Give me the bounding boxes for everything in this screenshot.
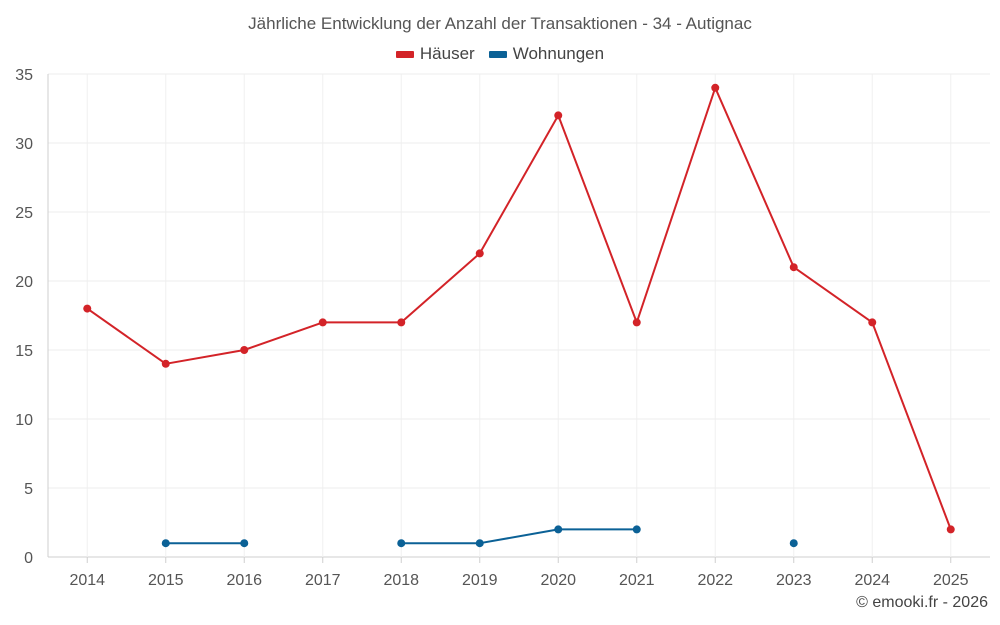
data-point-haeuser[interactable]: [946, 525, 955, 534]
data-point-wohnungen[interactable]: [161, 539, 170, 548]
data-point-wohnungen[interactable]: [397, 539, 406, 548]
data-point-wohnungen[interactable]: [789, 539, 798, 548]
legend-label-haeuser: Häuser: [419, 44, 475, 63]
data-point-haeuser[interactable]: [318, 318, 327, 327]
legend-label-wohnungen: Wohnungen: [512, 44, 605, 63]
legend-item-wohnungen[interactable]: Wohnungen: [488, 44, 605, 64]
x-tick-label: 2018: [383, 572, 419, 589]
data-point-haeuser[interactable]: [554, 111, 563, 120]
y-tick-label: 35: [15, 67, 33, 84]
x-tick-label: 2014: [69, 572, 105, 589]
y-tick-label: 20: [15, 274, 33, 291]
legend-item-haeuser[interactable]: Häuser: [395, 44, 475, 64]
x-tick-label: 2015: [148, 572, 184, 589]
x-tick-label: 2022: [697, 572, 733, 589]
y-tick-label: 30: [15, 136, 33, 153]
x-tick-label: 2023: [776, 572, 812, 589]
legend-swatch-wohnungen: [488, 50, 507, 58]
data-point-haeuser[interactable]: [711, 83, 720, 92]
data-point-haeuser[interactable]: [475, 249, 484, 258]
data-point-haeuser[interactable]: [240, 346, 249, 354]
data-point-wohnungen[interactable]: [475, 539, 484, 548]
legend-swatch-haeuser: [395, 50, 414, 58]
legend: Häuser Wohnungen: [0, 44, 1000, 64]
y-tick-label: 25: [15, 205, 33, 222]
x-tick-label: 2019: [462, 572, 498, 589]
y-tick-label: 15: [15, 343, 33, 360]
credit-text: © emooki.fr - 2026: [856, 594, 988, 611]
data-point-haeuser[interactable]: [161, 359, 170, 368]
data-point-haeuser[interactable]: [397, 318, 406, 327]
x-tick-label: 2017: [305, 572, 341, 589]
data-point-wohnungen[interactable]: [632, 525, 641, 534]
data-point-haeuser[interactable]: [632, 318, 641, 327]
y-tick-label: 0: [24, 550, 33, 567]
data-point-haeuser[interactable]: [868, 318, 877, 327]
series-line-haeuser: [86, 86, 952, 530]
y-tick-label: 10: [15, 412, 33, 429]
data-point-haeuser[interactable]: [83, 304, 92, 313]
y-tick-label: 5: [24, 481, 33, 498]
x-tick-label: 2020: [540, 572, 576, 589]
data-point-wohnungen[interactable]: [554, 525, 563, 534]
series-line-wohnungen: [401, 528, 637, 545]
chart-title: Jährliche Entwicklung der Anzahl der Tra…: [248, 14, 752, 33]
data-point-haeuser[interactable]: [789, 263, 798, 272]
x-tick-label: 2025: [933, 572, 969, 589]
x-tick-label: 2021: [619, 572, 655, 589]
x-tick-label: 2016: [226, 572, 262, 589]
data-point-wohnungen[interactable]: [240, 539, 249, 548]
x-tick-label: 2024: [854, 572, 890, 589]
